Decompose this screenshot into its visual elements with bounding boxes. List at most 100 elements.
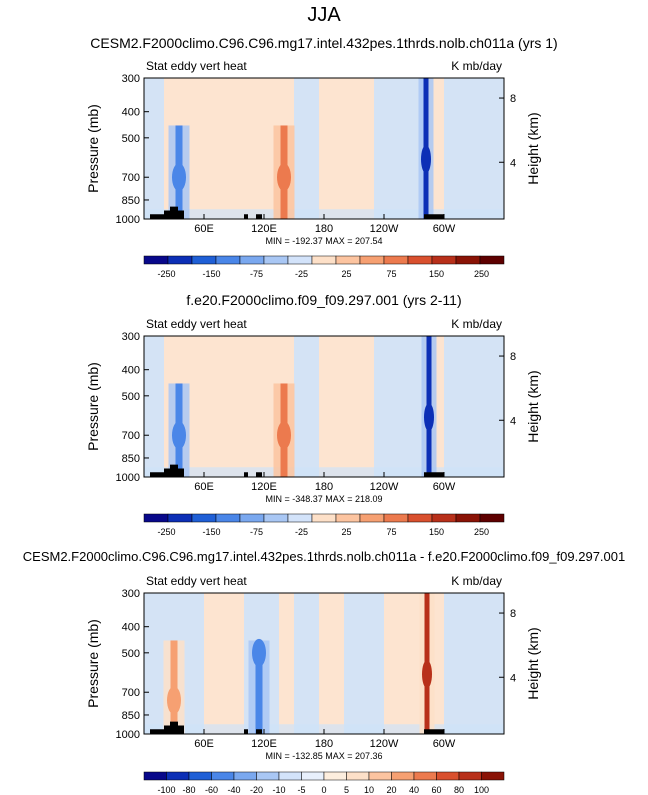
colorbar-label: -250 (157, 527, 175, 537)
colorbar-label: 0 (321, 785, 326, 795)
colorbar-swatch (311, 255, 337, 265)
x-tick-label: 120W (370, 223, 399, 235)
negative-region (294, 78, 319, 219)
colorbar-swatch (239, 255, 265, 265)
left-label: Stat eddy vert heat (146, 317, 247, 331)
colorbar-label: 150 (429, 269, 444, 279)
x-tick-label: 60E (194, 223, 214, 235)
anomaly-peak (167, 686, 181, 715)
colorbar-swatch (191, 255, 217, 265)
y-tick-label: 400 (122, 365, 140, 377)
colorbar-label: 250 (474, 527, 489, 537)
x-tick-label: 60W (433, 223, 456, 235)
colorbar-swatch (368, 771, 392, 781)
colorbar-swatch (256, 771, 280, 781)
colorbar-label: 100 (474, 785, 489, 795)
x-tick-label: 180 (315, 481, 333, 493)
y-tick-label: 850 (122, 195, 140, 207)
colorbar-label: 75 (386, 269, 396, 279)
negative-region (144, 78, 164, 219)
colorbar-swatch (383, 513, 409, 523)
contour-field (144, 78, 504, 219)
panel-title: CESM2.F2000climo.C96.C96.mg17.intel.432p… (23, 549, 625, 564)
colorbar-label: -40 (227, 785, 240, 795)
left-label: Stat eddy vert heat (146, 59, 247, 73)
anomaly-peak (277, 421, 291, 450)
colorbar-label: -100 (157, 785, 175, 795)
y-tick-label: 850 (122, 453, 140, 465)
colorbar-swatch (391, 771, 415, 781)
colorbar-swatch (311, 513, 337, 523)
y-tick-label: 400 (122, 107, 140, 119)
colorbar-label: -25 (295, 527, 308, 537)
anomaly-core (255, 640, 263, 734)
colorbar-swatch (481, 771, 505, 781)
colorbar-swatch (458, 771, 482, 781)
y-tick-label: 300 (122, 331, 140, 343)
negative-region (374, 78, 424, 219)
colorbar-swatch (335, 255, 361, 265)
anomaly-peak (252, 638, 266, 667)
colorbar-swatch (455, 255, 481, 265)
colorbar-swatch (359, 513, 385, 523)
x-tick-label: 120W (370, 481, 399, 493)
negative-region (344, 593, 384, 734)
y-axis-right-label: Height (km) (525, 370, 541, 442)
colorbar-label: -20 (250, 785, 263, 795)
colorbar-label: -60 (205, 785, 218, 795)
colorbar-label: -25 (295, 269, 308, 279)
colorbar-swatch (413, 771, 437, 781)
colorbar-label: 250 (474, 269, 489, 279)
colorbar-swatch (263, 255, 289, 265)
y-tick-label: 1000 (116, 729, 140, 741)
colorbar-label: 20 (386, 785, 396, 795)
colorbar-swatch (278, 771, 302, 781)
colorbar-label: -80 (182, 785, 195, 795)
y-tick-label: 300 (122, 73, 140, 85)
colorbar-label: -75 (250, 527, 263, 537)
y-tick-label: 500 (122, 648, 140, 660)
min-max-stats: MIN = -192.37 MAX = 207.54 (265, 236, 382, 246)
colorbar-label: 5 (344, 785, 349, 795)
y-tick-label: 700 (122, 172, 140, 184)
anomaly-peak (422, 660, 432, 689)
min-max-stats: MIN = -132.85 MAX = 207.36 (265, 751, 382, 761)
colorbar-swatch (479, 255, 505, 265)
left-label: Stat eddy vert heat (146, 574, 247, 588)
colorbar-label: 150 (429, 527, 444, 537)
colorbar-swatch (287, 513, 313, 523)
negative-region (444, 336, 504, 477)
x-tick-label: 60W (433, 481, 456, 493)
x-tick-label: 120E (251, 738, 277, 750)
colorbar-swatch (431, 255, 457, 265)
x-tick-label: 60E (194, 738, 214, 750)
colorbar-swatch (383, 255, 409, 265)
colorbar-label: -5 (297, 785, 305, 795)
colorbar-label: 40 (409, 785, 419, 795)
colorbar-label: 75 (386, 527, 396, 537)
colorbar-swatch (215, 513, 241, 523)
colorbar-label: -75 (250, 269, 263, 279)
colorbar-swatch (479, 513, 505, 523)
y-axis-label: Pressure (mb) (85, 619, 101, 708)
colorbar-label: 25 (341, 527, 351, 537)
height-tick-label: 8 (510, 351, 516, 363)
x-tick-label: 60E (194, 481, 214, 493)
colorbar-swatch (188, 771, 212, 781)
colorbar-swatch (301, 771, 325, 781)
y-tick-label: 700 (122, 687, 140, 699)
y-axis-label: Pressure (mb) (85, 104, 101, 193)
x-tick-label: 120E (251, 481, 277, 493)
anomaly-peak (277, 163, 291, 192)
colorbar-swatch (166, 771, 190, 781)
units-label: K mb/day (451, 317, 502, 331)
height-tick-label: 8 (510, 93, 516, 105)
y-tick-label: 500 (122, 391, 140, 403)
x-tick-label: 180 (315, 223, 333, 235)
colorbar-swatch (287, 255, 313, 265)
colorbar-swatch (407, 255, 433, 265)
negative-region (444, 78, 504, 219)
y-tick-label: 300 (122, 588, 140, 600)
colorbar-swatch (143, 771, 167, 781)
topography-mask (150, 206, 444, 219)
